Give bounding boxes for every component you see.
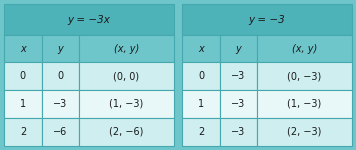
Text: (1, −3): (1, −3) xyxy=(287,99,321,109)
Text: −6: −6 xyxy=(53,127,67,137)
Text: (0, −3): (0, −3) xyxy=(287,71,321,81)
Text: (1, −3): (1, −3) xyxy=(109,99,143,109)
Bar xyxy=(79,62,174,90)
Text: −3: −3 xyxy=(53,99,67,109)
Bar xyxy=(79,118,174,146)
Text: 2: 2 xyxy=(20,127,26,137)
Text: y: y xyxy=(57,44,63,54)
Bar xyxy=(220,90,257,118)
Bar xyxy=(4,4,174,35)
Bar xyxy=(183,118,220,146)
Bar xyxy=(4,90,42,118)
Bar xyxy=(183,35,220,62)
Bar xyxy=(220,35,257,62)
Text: −3: −3 xyxy=(231,99,245,109)
Bar xyxy=(4,35,42,62)
Text: −3: −3 xyxy=(231,71,245,81)
Bar xyxy=(220,118,257,146)
Text: y = −3x: y = −3x xyxy=(68,15,110,25)
Text: (2, −6): (2, −6) xyxy=(109,127,143,137)
Text: y = −3: y = −3 xyxy=(249,15,286,25)
Text: (2, −3): (2, −3) xyxy=(287,127,321,137)
Bar xyxy=(4,118,42,146)
Text: x: x xyxy=(20,44,26,54)
Bar xyxy=(257,118,352,146)
Text: 0: 0 xyxy=(20,71,26,81)
Text: (x, y): (x, y) xyxy=(114,44,139,54)
Bar xyxy=(257,90,352,118)
Bar xyxy=(42,35,79,62)
Bar xyxy=(42,118,79,146)
Bar xyxy=(4,62,42,90)
Bar xyxy=(257,35,352,62)
Bar xyxy=(183,62,220,90)
Text: (x, y): (x, y) xyxy=(292,44,317,54)
Text: y: y xyxy=(235,44,241,54)
Bar xyxy=(183,4,352,35)
Text: 1: 1 xyxy=(198,99,204,109)
Text: 0: 0 xyxy=(57,71,63,81)
Bar xyxy=(79,90,174,118)
Text: 0: 0 xyxy=(198,71,204,81)
Bar xyxy=(220,62,257,90)
Bar xyxy=(42,90,79,118)
Bar xyxy=(183,90,220,118)
Bar xyxy=(257,62,352,90)
Bar xyxy=(42,62,79,90)
Text: x: x xyxy=(198,44,204,54)
Text: (0, 0): (0, 0) xyxy=(113,71,139,81)
Text: 2: 2 xyxy=(198,127,204,137)
Text: 1: 1 xyxy=(20,99,26,109)
Text: −3: −3 xyxy=(231,127,245,137)
Bar xyxy=(79,35,174,62)
